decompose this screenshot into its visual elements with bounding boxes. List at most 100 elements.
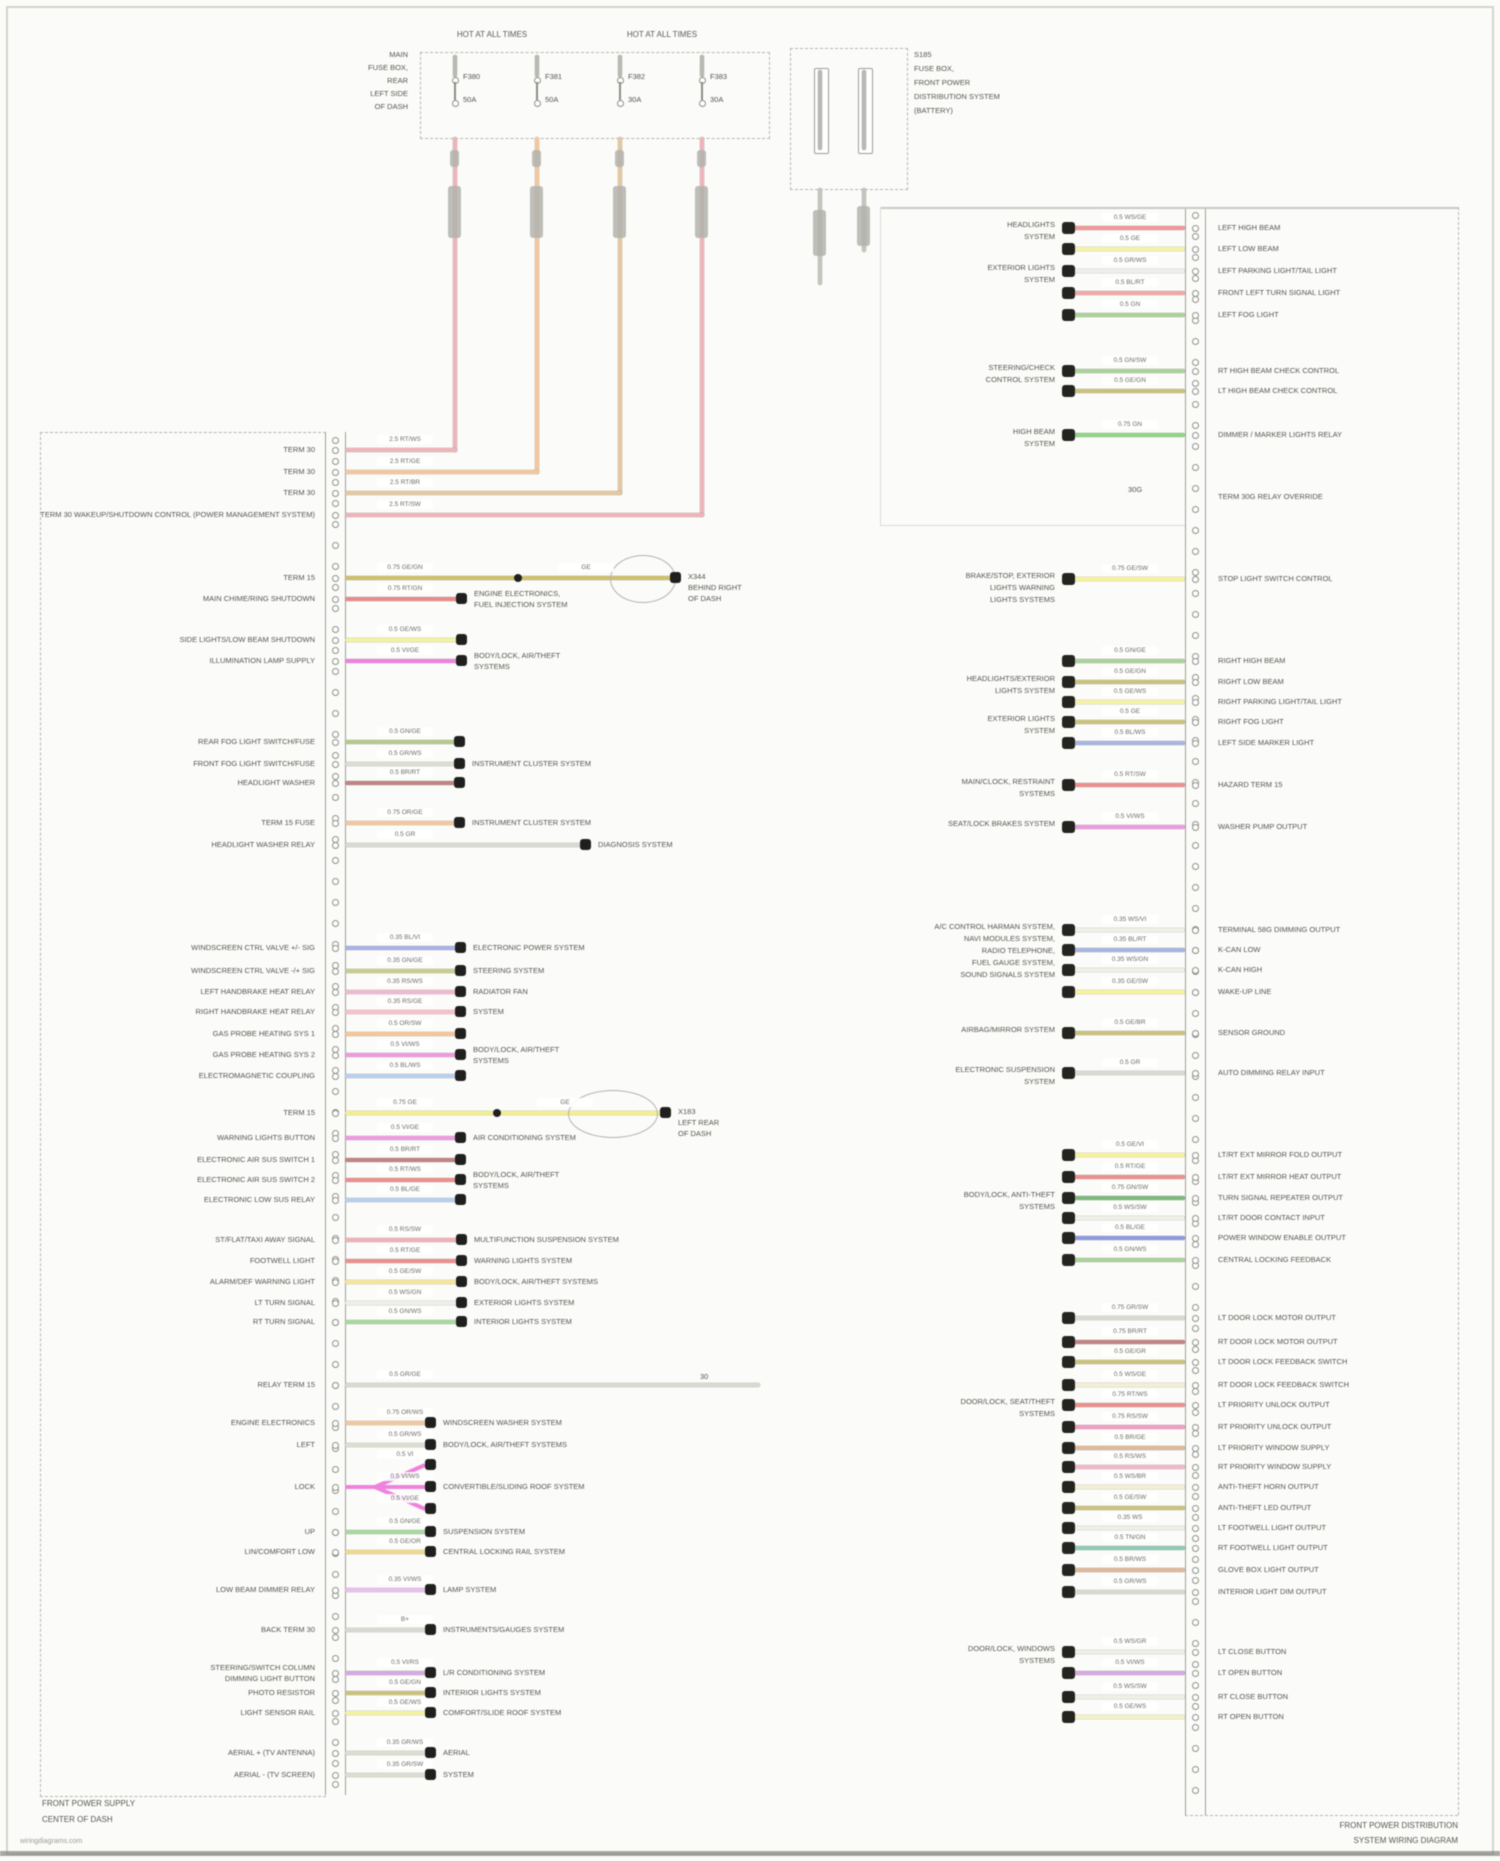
pin-destination-label: SENSOR GROUND (1218, 1028, 1286, 1037)
right-module-rail-pin (1192, 464, 1199, 471)
right-module-rail-pin (1192, 1010, 1199, 1017)
right-destination-label: ENGINE ELECTRONICS, (474, 589, 561, 598)
right-rail-pin (1192, 927, 1199, 934)
left-module-rail-pin (332, 1403, 339, 1410)
connector-square (1062, 1212, 1075, 1224)
connector-square (1062, 365, 1075, 377)
right-rail-pin (1192, 268, 1199, 275)
pin-destination-label: LT FOOTWELL LIGHT OUTPUT (1218, 1523, 1327, 1532)
right-module-rail-pin (1192, 296, 1199, 303)
connector-square (1062, 1149, 1075, 1161)
left-module-rail-pin (332, 857, 339, 864)
pin-destination-label: LT PRIORITY UNLOCK OUTPUT (1218, 1400, 1330, 1409)
left-rail-pin (332, 1382, 339, 1389)
right-module-rail-right-line (1205, 207, 1206, 1815)
right-module-rail-pin (1192, 1052, 1199, 1059)
right-rail-pin (1192, 1649, 1199, 1656)
wire-code-label: 0.5 RT/GE (377, 1246, 433, 1255)
wire-code-label: 0.75 GN/SW (1102, 1183, 1158, 1192)
wire-code-label: 0.5 WS/GN (377, 1288, 433, 1297)
wire-code-label: 0.5 GR/GE (377, 1370, 433, 1379)
right-bus-wire (1068, 825, 1185, 829)
left-bus-wire (345, 513, 704, 517)
left-wire-label: RIGHT HANDBRAKE HEAT RELAY (195, 1007, 315, 1016)
left-rail-pin (332, 739, 339, 746)
right-destination-label: BODY/LOCK, AIR/THEFT (474, 651, 561, 660)
wire-code-label: 0.5 GE/VI (1102, 1140, 1158, 1149)
pin-destination-label: RT DOOR LOCK MOTOR OUTPUT (1218, 1337, 1338, 1346)
right-rail-pin (1192, 1382, 1199, 1389)
left-module-rail-pin (332, 878, 339, 885)
pin-destination-label: WASHER PUMP OUTPUT (1218, 822, 1308, 831)
system-group-label: SYSTEM (1024, 232, 1055, 241)
left-wire-label: LIN/COMFORT LOW (244, 1547, 315, 1556)
pin-destination-label: K-CAN HIGH (1218, 965, 1263, 974)
pin-destination-label: RT PRIORITY UNLOCK OUTPUT (1218, 1422, 1332, 1431)
fuse-amp-label: 30A (628, 95, 642, 104)
wire-code-mini: 30 (700, 1372, 709, 1381)
wire-code-label: 0.5 WS/GR (1102, 1637, 1158, 1646)
wire-code-label: 0.35 WS/VI (1102, 915, 1158, 924)
right-bus-wire (1068, 369, 1185, 373)
left-module-rail-pin (332, 1760, 339, 1767)
wire-code-label: GE (537, 1098, 593, 1107)
right-rail-pin (1192, 740, 1199, 747)
wire-code-label: 0.5 BL/RT (1102, 278, 1158, 287)
footer-line1: FRONT POWER DISTRIBUTION (1339, 1821, 1458, 1830)
right-module-rail-pin (1192, 884, 1199, 891)
battery-box-label: FUSE BOX, (914, 64, 955, 73)
right-bus-wire (1068, 741, 1185, 745)
wire-code-label: 0.5 GE/GN (377, 1678, 433, 1687)
wire-code-label: 0.5 VI/RS (377, 1658, 433, 1667)
right-rail-pin (1192, 989, 1199, 996)
right-rail-pin (1192, 225, 1199, 232)
pin-destination-label: LT CLOSE BUTTON (1218, 1647, 1287, 1656)
right-subbox-left (880, 207, 881, 525)
left-module-rail-pin (332, 584, 339, 591)
connector-square (1062, 1564, 1075, 1576)
right-rail-pin (1192, 1525, 1199, 1532)
left-rail-pin (332, 1237, 339, 1244)
left-wire-label: FOOTWELL LIGHT (249, 1256, 315, 1265)
left-rail-pin (332, 1279, 339, 1286)
right-module-rail-pin (1192, 422, 1199, 429)
left-bus-wire (345, 1421, 427, 1425)
left-rail-pin (332, 968, 339, 975)
wire-code-label: 0.75 BR/RT (1102, 1327, 1158, 1336)
left-module-rail-pin (332, 1697, 339, 1704)
right-rail-pin (1192, 368, 1199, 375)
fuse-box-side-label: FUSE BOX, (367, 63, 408, 72)
left-module-rail-pin (332, 1361, 339, 1368)
right-module-rail-pin (1192, 506, 1199, 513)
right-destination-label: BODY/LOCK, AIR/THEFT SYSTEMS (474, 1277, 599, 1286)
connector-dot (425, 1503, 436, 1514)
left-module-rail-pin (332, 1214, 339, 1221)
right-module-rail-pin (1192, 1367, 1199, 1374)
left-rail-pin (332, 1031, 339, 1038)
right-module-rail-pin (1192, 1451, 1199, 1458)
pin-destination-label: ANTI-THEFT LED OUTPUT (1218, 1503, 1312, 1512)
system-group-label: SEAT/LOCK BRAKES SYSTEM (948, 819, 1055, 828)
connector-dot (456, 1276, 467, 1287)
system-group-label: HEADLIGHTS/EXTERIOR (966, 674, 1055, 683)
system-group-label: SYSTEMS (1019, 1409, 1055, 1418)
right-rail-pin (1192, 1670, 1199, 1677)
pin-destination-label: POWER WINDOW ENABLE OUTPUT (1218, 1233, 1346, 1242)
left-module-rail-pin (332, 458, 339, 465)
left-bus-wire (345, 470, 539, 474)
right-rail-pin (1192, 1445, 1199, 1452)
wire-code-label: 0.5 VI (377, 1450, 433, 1459)
connector-square (1062, 1442, 1075, 1454)
wire-vertical (700, 55, 704, 77)
connector-dot (455, 1028, 466, 1039)
right-rail-pin (1192, 1545, 1199, 1552)
right-destination-label: FUEL INJECTION SYSTEM (474, 600, 568, 609)
wire-code-label: 0.35 VI/WS (377, 1575, 433, 1584)
system-group-label: CONTROL SYSTEM (985, 375, 1055, 384)
right-destination-label: INSTRUMENT CLUSTER SYSTEM (472, 759, 592, 768)
left-module-rail-pin (332, 668, 339, 675)
left-wire-label: RT TURN SIGNAL (252, 1317, 315, 1326)
right-module-rail-pin (1192, 1115, 1199, 1122)
wire-vertical (818, 70, 822, 150)
right-rail-pin (1192, 782, 1199, 789)
